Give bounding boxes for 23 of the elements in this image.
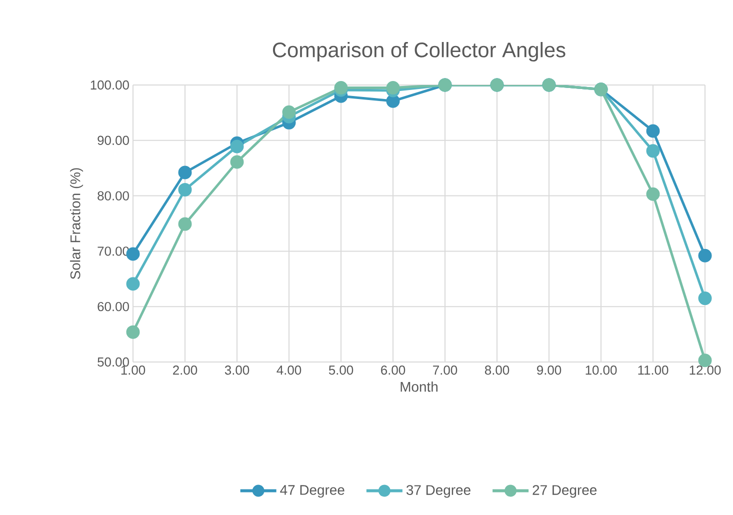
x-tick-label: 4.00 [276, 366, 302, 375]
x-tick-label: 7.00 [433, 366, 458, 375]
x-tick-label: 12.00 [690, 366, 721, 375]
legend-label: 37 Degree [406, 485, 470, 498]
x-tick-label: 10.00 [586, 366, 617, 375]
x-tick-label: 9.00 [537, 366, 562, 375]
y-tick-label: 100.00 [90, 80, 129, 90]
y-tick-label: 90.00 [98, 136, 129, 145]
x-tick-label: 11.00 [638, 366, 668, 375]
x-tick-label: 6.00 [381, 366, 406, 375]
y-tick-label: 80.00 [98, 191, 129, 200]
x-axis-title: Month [400, 382, 438, 392]
legend-label: 47 Degree [280, 485, 344, 498]
x-tick-label: 2.00 [173, 366, 198, 375]
y-tick-label: 50.00 [98, 357, 129, 367]
x-tick-label: 5.00 [328, 366, 354, 375]
chart-title: Comparison of Collector Angles [272, 42, 566, 62]
x-tick-label: 1.00 [121, 366, 146, 375]
x-tick-label: 3.00 [224, 366, 250, 375]
legend-label: 27 Degree [532, 485, 597, 498]
y-axis-title: Solar Fraction (%) [70, 168, 84, 280]
y-tick-label: 60.00 [98, 302, 129, 312]
x-tick-label: 8.00 [484, 366, 510, 375]
